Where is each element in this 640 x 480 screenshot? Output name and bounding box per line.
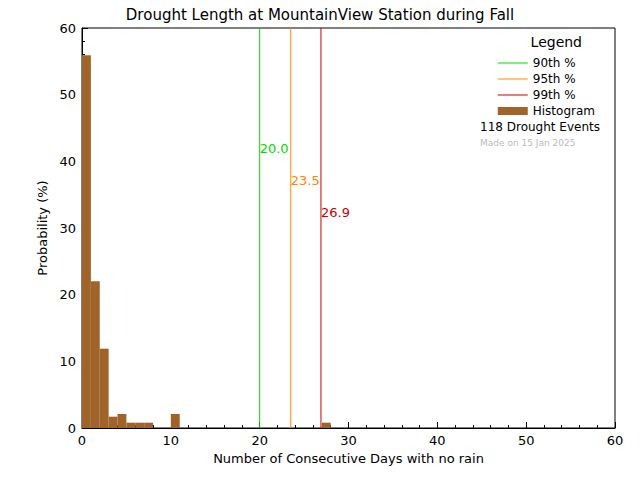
- svg-text:Legend: Legend: [531, 34, 582, 50]
- svg-text:60: 60: [59, 21, 76, 36]
- svg-text:Probability (%): Probability (%): [35, 180, 50, 275]
- svg-text:60: 60: [607, 433, 624, 448]
- svg-text:10: 10: [59, 354, 76, 369]
- svg-text:0: 0: [78, 433, 86, 448]
- svg-text:Drought Length at MountainView: Drought Length at MountainView Station d…: [126, 6, 514, 24]
- svg-text:20: 20: [251, 433, 268, 448]
- svg-text:50: 50: [518, 433, 535, 448]
- svg-text:99th %: 99th %: [533, 88, 576, 102]
- svg-text:118 Drought Events: 118 Drought Events: [480, 120, 600, 134]
- svg-text:40: 40: [429, 433, 446, 448]
- svg-text:0: 0: [68, 421, 76, 436]
- svg-text:Number of Consecutive Days wit: Number of Consecutive Days with no rain: [213, 451, 484, 466]
- svg-text:26.9: 26.9: [321, 205, 350, 220]
- svg-text:20.0: 20.0: [260, 141, 289, 156]
- svg-text:10: 10: [163, 433, 180, 448]
- svg-text:23.5: 23.5: [291, 173, 320, 188]
- svg-text:90th %: 90th %: [533, 56, 576, 70]
- svg-text:30: 30: [340, 433, 357, 448]
- svg-text:95th %: 95th %: [533, 72, 576, 86]
- svg-text:50: 50: [59, 87, 76, 102]
- svg-text:Histogram: Histogram: [533, 104, 595, 118]
- svg-text:Made on 15 Jan 2025: Made on 15 Jan 2025: [480, 138, 575, 148]
- svg-text:30: 30: [59, 221, 76, 236]
- svg-text:40: 40: [59, 154, 76, 169]
- svg-text:20: 20: [59, 287, 76, 302]
